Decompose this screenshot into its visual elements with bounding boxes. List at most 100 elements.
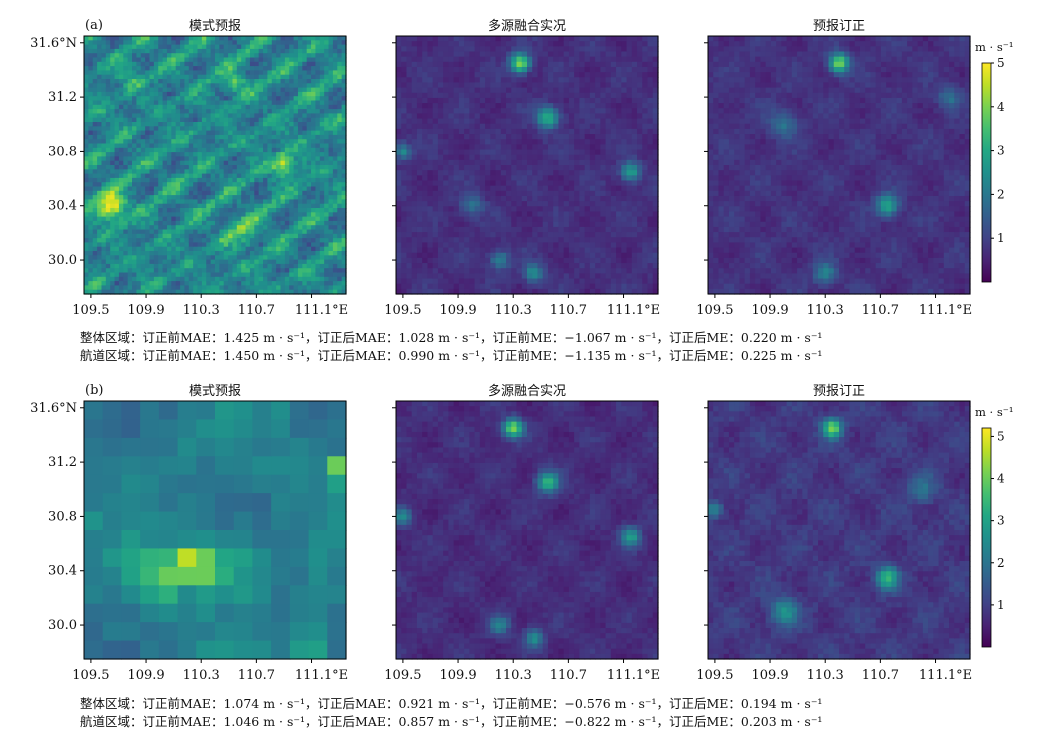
heatmap-cell [84,233,89,239]
heatmap-cell [215,117,220,123]
heatmap-cell [297,216,303,222]
heatmap-cell [328,100,334,106]
heatmap-cell [302,36,308,41]
heatmap-cell [215,263,220,269]
heatmap-cell [521,263,528,269]
heatmap-cell [88,160,94,166]
heatmap-cell [197,147,203,153]
heatmap-cell [245,126,251,132]
heatmap-cell [302,216,308,222]
heatmap-cell [293,285,299,291]
heatmap-cell [479,41,486,47]
heatmap-cell [123,276,129,282]
heatmap-cell [396,87,402,94]
heatmap-cell [495,41,502,47]
heatmap-cell [406,154,413,161]
heatmap-cell [532,41,539,47]
heatmap-cell [464,97,470,104]
heatmap-cell [149,48,155,54]
heatmap-cell [118,156,124,162]
heatmap-cell [516,273,523,280]
heatmap-cell [175,100,181,106]
heatmap-cell [271,285,277,291]
heatmap-cell [97,156,103,162]
heatmap-cell [101,113,107,119]
heatmap-cell [416,82,423,89]
heatmap-cell [188,61,194,67]
heatmap-cell [319,44,325,50]
heatmap-cell [284,276,290,282]
heatmap-cell [516,82,523,89]
heatmap-cell [123,160,129,166]
heatmap-cell [215,169,220,175]
heatmap-cell [293,143,299,149]
heatmap-cell [495,242,502,249]
heatmap-cell [254,272,260,278]
heatmap-cell [332,195,338,200]
heatmap-cell [495,195,502,202]
heatmap-cell [123,199,129,205]
heatmap-cell [306,130,312,136]
heatmap-cell [258,109,264,114]
heatmap-cell [153,186,159,192]
heatmap-cell [162,36,168,41]
heatmap-cell [97,173,103,179]
heatmap-cell [180,113,186,119]
heatmap-cell [315,156,321,162]
heatmap-cell [490,144,497,151]
heatmap-cell [479,77,486,84]
heatmap-cell [236,276,242,282]
heatmap-cell [328,122,334,127]
heatmap-cell [416,232,423,238]
heatmap-cell [474,159,481,166]
heatmap-cell [328,203,334,209]
heatmap-cell [166,195,172,200]
heatmap-cell [193,268,199,274]
heatmap-cell [448,97,455,104]
heatmap-cell [114,165,120,170]
heatmap-cell [284,225,290,231]
heatmap-cell [297,57,303,63]
heatmap-cell [127,57,133,63]
heatmap-cell [232,61,238,67]
heatmap-cell [289,242,295,248]
heatmap-cell [416,134,423,140]
heatmap-cell [458,185,465,192]
heatmap-cell [332,74,338,80]
heatmap-cell [197,190,203,196]
heatmap-cell [188,242,194,248]
heatmap-cell [506,66,512,73]
heatmap-cell [210,126,216,132]
heatmap-cell [432,97,439,104]
heatmap-cell [136,229,142,235]
heatmap-cell [443,170,449,176]
heatmap-cell [105,156,111,162]
heatmap-cell [521,283,528,290]
heatmap-cell [110,36,116,41]
heatmap-cell [241,208,247,213]
heatmap-cell [105,272,111,278]
heatmap-cell [210,100,216,106]
heatmap-cell [132,117,137,123]
heatmap-cell [228,143,234,149]
heatmap-cell [289,272,295,278]
heatmap-cell [280,147,286,153]
heatmap-cell [324,285,330,291]
heatmap-cell [149,177,155,183]
heatmap-cell [516,180,523,187]
heatmap-cell [396,288,402,295]
heatmap-cell [341,177,347,183]
heatmap-cell [206,182,212,188]
heatmap-cell [228,87,234,93]
heatmap-cell [490,51,497,58]
heatmap-cell [136,182,142,188]
heatmap-cell [406,139,413,145]
heatmap-cell [437,41,444,47]
heatmap-cell [271,122,277,127]
heatmap-cell [448,92,455,99]
heatmap-cell [123,289,129,295]
heatmap-cell [479,108,486,114]
heatmap-cell [293,190,299,196]
heatmap-cell [263,152,268,157]
heatmap-cell [236,109,242,114]
